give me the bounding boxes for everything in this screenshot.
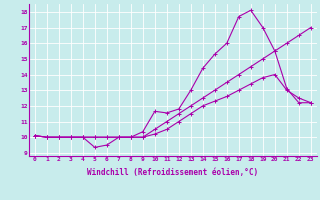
X-axis label: Windchill (Refroidissement éolien,°C): Windchill (Refroidissement éolien,°C) bbox=[87, 168, 258, 177]
